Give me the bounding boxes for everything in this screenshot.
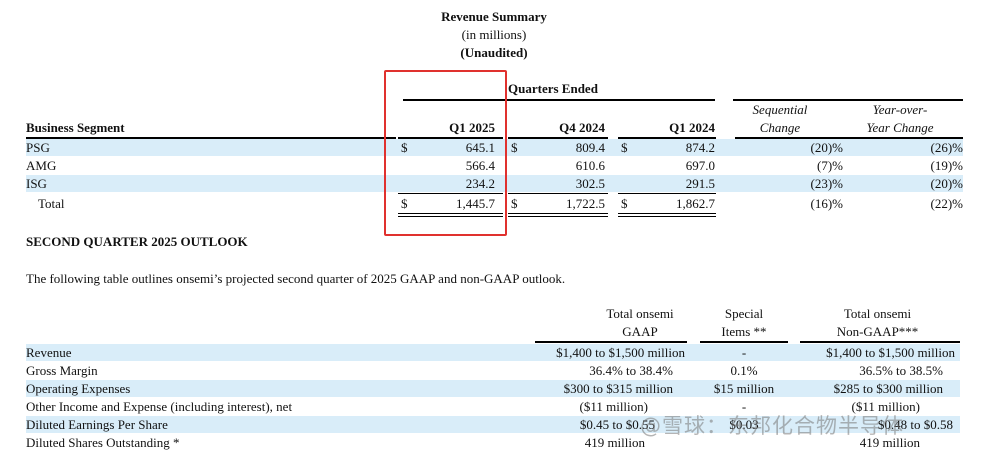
gaap-value: $0.45 to $0.55 xyxy=(579,417,655,432)
special-value: - xyxy=(741,345,747,360)
special-value: 0.1% xyxy=(730,363,758,378)
q4-2024-value: 302.5 xyxy=(575,176,605,191)
total-double-rule xyxy=(508,216,608,218)
special-value: - xyxy=(741,399,747,414)
special-value: $0.03 xyxy=(729,417,759,432)
gaap-header-line2: GAAP xyxy=(622,324,658,339)
seq-header-line2: Change xyxy=(759,120,801,135)
total-double-rule xyxy=(508,213,608,215)
yoy-change-total: (22)% xyxy=(930,196,964,211)
outlook-band xyxy=(26,416,960,433)
outlook-heading: SECOND QUARTER 2025 OUTLOOK xyxy=(26,234,248,249)
currency-sign: $ xyxy=(401,196,408,211)
total-double-rule xyxy=(398,213,503,215)
outlook-label: Operating Expenses xyxy=(26,381,131,396)
total-top-rule xyxy=(618,193,716,195)
nongaap-header-rule xyxy=(800,341,960,343)
total-double-rule xyxy=(618,213,716,215)
special-header-line2: Items ** xyxy=(721,324,767,339)
outlook-label: Revenue xyxy=(26,345,72,360)
total-top-rule xyxy=(508,193,608,195)
q1-2025-value: 566.4 xyxy=(465,158,495,173)
q1-2024-value: 291.5 xyxy=(685,176,715,191)
yoy-header-line2: Year Change xyxy=(866,120,934,135)
currency-sign: $ xyxy=(511,140,518,155)
yoy-change-value: (26)% xyxy=(930,140,964,155)
currency-sign: $ xyxy=(621,196,628,211)
outlook-label: Diluted Earnings Per Share xyxy=(26,417,168,432)
q1-2024-header-rule xyxy=(618,137,716,139)
seq-change-total: (16)% xyxy=(810,196,844,211)
outlook-label: Gross Margin xyxy=(26,363,98,378)
nongaap-value: $0.48 to $0.58 xyxy=(877,417,953,432)
q1-2024-value: 697.0 xyxy=(685,158,715,173)
yoy-header-line1: Year-over- xyxy=(872,102,928,117)
seq-change-value: (23)% xyxy=(810,176,844,191)
gaap-value: $300 to $315 million xyxy=(563,381,673,396)
row-band-psg xyxy=(26,139,963,156)
summary-title: Revenue Summary xyxy=(441,9,547,24)
change-header-rule xyxy=(735,137,963,139)
seq-header-line1: Sequential xyxy=(752,102,808,117)
total-double-rule xyxy=(398,216,503,218)
quarters-ended-label: Quarters Ended xyxy=(508,81,598,96)
outlook-band xyxy=(26,380,960,397)
outlook-label: Diluted Shares Outstanding * xyxy=(26,435,180,450)
outlook-intro: The following table outlines onsemi’s pr… xyxy=(26,271,566,286)
total-label: Total xyxy=(38,196,65,211)
total-top-rule xyxy=(398,193,503,195)
special-header-line1: Special xyxy=(724,306,764,321)
outlook-label: Other Income and Expense (including inte… xyxy=(26,399,293,414)
segment-header-rule xyxy=(26,137,396,139)
currency-sign: $ xyxy=(621,140,628,155)
nongaap-header-line1: Total onsemi xyxy=(843,306,912,321)
q4-2024-header: Q4 2024 xyxy=(559,120,605,135)
q4-2024-header-rule xyxy=(508,137,608,139)
segment-label: AMG xyxy=(26,158,57,173)
gaap-value: 36.4% to 38.4% xyxy=(589,363,673,378)
q4-2024-total: 1,722.5 xyxy=(566,196,605,211)
watermark: @雪球：东邦化合物半导体 xyxy=(640,414,904,438)
special-value: $15 million xyxy=(713,381,775,396)
gaap-header-rule xyxy=(535,341,687,343)
highlight-box xyxy=(384,70,507,236)
nongaap-value: 36.5% to 38.5% xyxy=(859,363,943,378)
total-double-rule xyxy=(618,216,716,218)
row-band-isg xyxy=(26,175,963,192)
currency-sign: $ xyxy=(401,140,408,155)
quarters-rule xyxy=(403,99,715,101)
q4-2024-value: 610.6 xyxy=(575,158,605,173)
q1-2025-value: 645.1 xyxy=(465,140,495,155)
q1-2025-total: 1,445.7 xyxy=(456,196,495,211)
q1-2025-header-rule xyxy=(398,137,503,139)
yoy-change-value: (20)% xyxy=(930,176,964,191)
q1-2025-header: Q1 2025 xyxy=(449,120,495,135)
yoy-change-value: (19)% xyxy=(930,158,964,173)
segment-label: ISG xyxy=(26,176,47,191)
nongaap-value: $285 to $300 million xyxy=(833,381,943,396)
special-header-rule xyxy=(700,341,788,343)
outlook-band xyxy=(26,344,960,361)
seq-change-value: (7)% xyxy=(817,158,843,173)
seq-change-value: (20)% xyxy=(810,140,844,155)
q1-2024-header: Q1 2024 xyxy=(669,120,715,135)
gaap-header-line1: Total onsemi xyxy=(606,306,674,321)
q4-2024-value: 809.4 xyxy=(575,140,605,155)
gaap-value: ($11 million) xyxy=(579,399,649,414)
currency-sign: $ xyxy=(511,196,518,211)
q1-2024-total: 1,862.7 xyxy=(676,196,715,211)
segment-label: PSG xyxy=(26,140,50,155)
q1-2025-value: 234.2 xyxy=(465,176,495,191)
change-rule xyxy=(733,99,963,101)
nongaap-value: 419 million xyxy=(859,435,920,450)
nongaap-value: ($11 million) xyxy=(851,399,921,414)
q1-2024-value: 874.2 xyxy=(685,140,715,155)
summary-unaudited: (Unaudited) xyxy=(460,45,528,60)
nongaap-value: $1,400 to $1,500 million xyxy=(826,345,955,360)
segment-header: Business Segment xyxy=(26,120,125,135)
summary-subtitle: (in millions) xyxy=(461,27,527,42)
gaap-value: $1,400 to $1,500 million xyxy=(556,345,685,360)
nongaap-header-line2: Non-GAAP*** xyxy=(836,324,919,339)
gaap-value: 419 million xyxy=(584,435,645,450)
